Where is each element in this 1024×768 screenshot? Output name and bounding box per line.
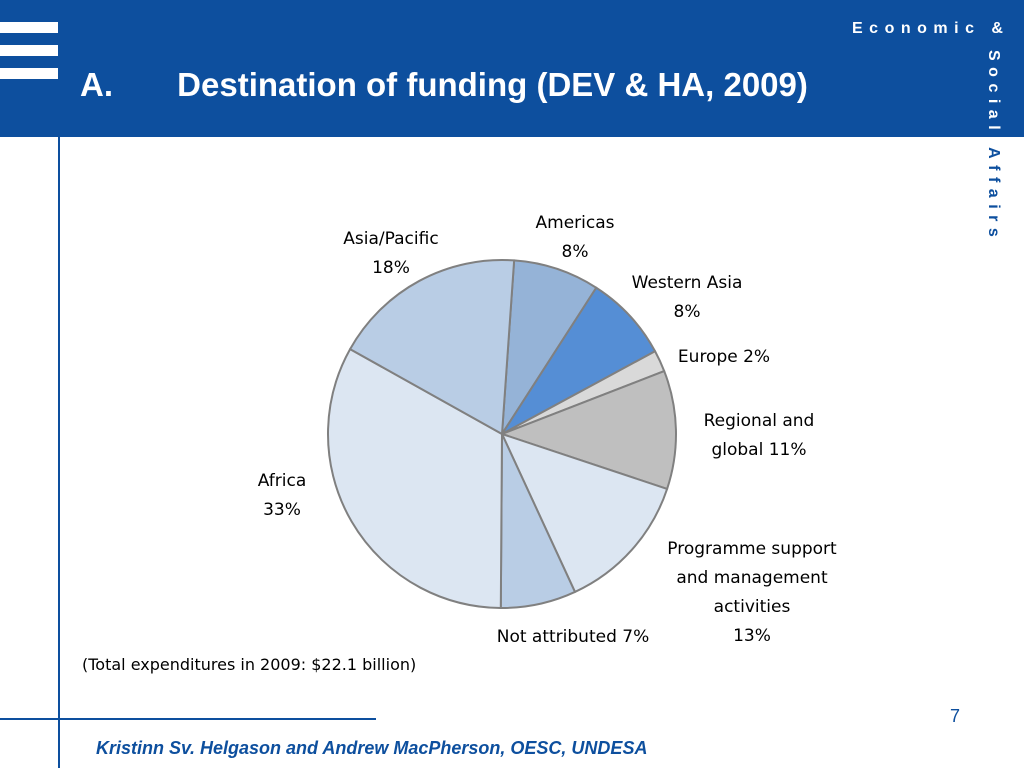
slice-label-line: 33%: [263, 500, 301, 520]
pie-slice: [501, 433, 669, 593]
slice-label: Americas 8%: [536, 213, 615, 262]
slice-label-line: global 11%: [711, 440, 806, 460]
slice-label-line: Asia/Pacific: [343, 229, 438, 249]
pie-slice: [349, 259, 516, 435]
slice-label: Western Asia 8%: [632, 273, 743, 322]
slice-label-line: Regional and: [704, 411, 815, 431]
slice-label: Programme support and management activitie…: [667, 539, 837, 646]
page-number: 7: [950, 706, 961, 726]
slice-label-line: Not attributed 7%: [497, 627, 650, 647]
slice-label-line: and management: [676, 568, 828, 588]
slice-label: Europe 2%: [678, 347, 770, 367]
brand-vertical: Social Affairs: [984, 50, 1002, 243]
pie-slice: [501, 370, 677, 490]
slice-label-line: Europe 2%: [678, 347, 770, 367]
brand-economic: Economic &: [852, 20, 1010, 37]
footer-authors: Kristinn Sv. Helgason and Andrew MacPher…: [96, 738, 648, 758]
slice-label-line: Western Asia: [632, 273, 743, 293]
slice-label-line: 18%: [372, 258, 410, 278]
total-expenditures-note: (Total expenditures in 2009: $22.1 billi…: [82, 655, 417, 674]
slice-label: Not attributed 7%: [497, 627, 650, 647]
brand-affairs: Affairs: [985, 147, 1002, 244]
logo-bar: [0, 45, 58, 56]
header-band: [0, 0, 1024, 137]
slice-label-line: Programme support: [667, 539, 837, 559]
logo-bar: [0, 22, 58, 33]
slice-label-line: activities: [714, 597, 791, 617]
pie-slice: [326, 348, 503, 609]
slice-label-line: Africa: [258, 471, 307, 491]
slice-label-line: 8%: [562, 242, 589, 262]
slice-label-line: Americas: [536, 213, 615, 233]
slide-title: A. Destination of funding (DEV & HA, 200…: [80, 66, 808, 103]
brand-social: Social: [985, 50, 1002, 137]
horizontal-rule: [0, 718, 376, 720]
vertical-rule: [58, 137, 60, 768]
slice-label: Asia/Pacific 18%: [343, 229, 438, 278]
slice-label-line: 13%: [733, 626, 771, 646]
slice-label-line: 8%: [674, 302, 701, 322]
slice-label: Africa 33%: [258, 471, 307, 520]
slice-label: Regional and global 11%: [704, 411, 815, 460]
menu-bars-logo: [0, 22, 58, 91]
logo-bar: [0, 68, 58, 79]
